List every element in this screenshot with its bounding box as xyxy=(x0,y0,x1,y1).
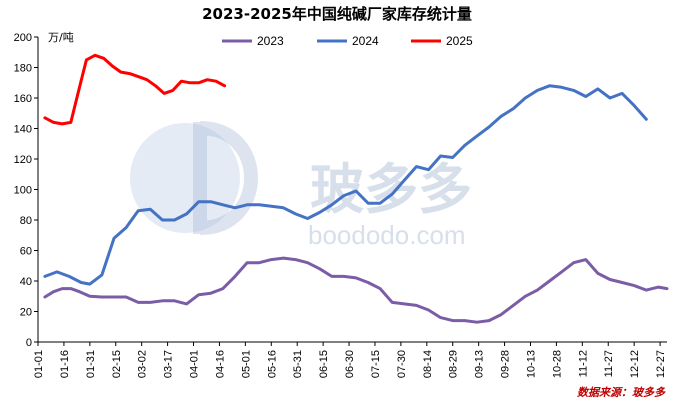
x-tick-label: 07-30 xyxy=(396,350,408,378)
x-tick-label: 07-15 xyxy=(370,350,382,378)
x-tick-label: 10-28 xyxy=(551,350,563,378)
y-tick-label: 160 xyxy=(14,93,32,105)
series-line-2023 xyxy=(43,256,669,324)
y-tick-label: 180 xyxy=(14,63,32,75)
legend-item-2023: 2023 xyxy=(222,34,284,48)
legend: 2023 2024 2025 xyxy=(222,34,473,48)
x-tick-label: 12-27 xyxy=(655,350,667,378)
x-tick-label: 03-02 xyxy=(137,350,149,378)
y-tick-label: 100 xyxy=(14,185,32,197)
y-tick-label: 0 xyxy=(26,337,32,349)
x-tick-label: 08-14 xyxy=(422,350,434,378)
y-tick-label: 60 xyxy=(20,246,32,258)
x-tick-label: 06-15 xyxy=(318,350,330,378)
y-tick-label: 20 xyxy=(20,307,32,319)
x-tick-label: 02-15 xyxy=(111,350,123,378)
y-tick-label: 140 xyxy=(14,124,32,136)
series-line-2024 xyxy=(43,84,648,286)
legend-label: 2024 xyxy=(352,34,379,48)
x-tick-label: 09-13 xyxy=(474,350,486,378)
x-tick-label: 01-16 xyxy=(59,350,71,378)
x-tick-label: 11-12 xyxy=(577,350,589,377)
x-tick-label: 04-16 xyxy=(214,350,226,378)
y-tick-label: 40 xyxy=(20,276,32,288)
x-tick-label: 12-12 xyxy=(629,350,641,378)
x-tick-label: 08-29 xyxy=(448,350,460,378)
watermark-url: boododo.com xyxy=(308,220,466,250)
x-tick-label: 03-17 xyxy=(163,350,175,378)
x-tick-label: 05-16 xyxy=(266,350,278,378)
chart-title: 2023-2025年中国纯碱厂家库存统计量 xyxy=(202,5,472,23)
x-tick-label: 11-27 xyxy=(603,350,615,377)
legend-label: 2023 xyxy=(257,34,284,48)
x-tick-label: 01-31 xyxy=(85,350,97,378)
legend-item-2024: 2024 xyxy=(317,34,379,48)
legend-label: 2025 xyxy=(446,34,473,48)
y-tick-label: 80 xyxy=(20,215,32,227)
watermark-logo-icon xyxy=(130,123,240,233)
series-group xyxy=(43,53,669,324)
x-tick-label: 01-01 xyxy=(33,350,45,378)
series-line-2025 xyxy=(43,53,227,126)
x-tick-label: 05-31 xyxy=(292,350,304,378)
y-axis: 0 20 40 60 80 100 120 140 160 180 200 xyxy=(14,32,39,349)
watermark-cn: 玻多多 xyxy=(310,158,472,221)
x-axis: 01-01 01-16 01-31 02-15 03-02 03-17 04-01 04-16… xyxy=(33,341,667,378)
unit-label: 万/吨 xyxy=(48,31,74,44)
x-tick-label: 09-28 xyxy=(500,350,512,378)
x-tick-label: 04-01 xyxy=(189,350,201,378)
x-tick-label: 05-01 xyxy=(240,350,252,378)
y-tick-label: 120 xyxy=(14,154,32,166)
y-tick-label: 200 xyxy=(14,32,32,44)
source-label: 数据来源：玻多多 xyxy=(577,386,666,399)
x-tick-label: 10-13 xyxy=(525,350,537,378)
legend-item-2025: 2025 xyxy=(411,34,473,48)
x-tick-label: 06-30 xyxy=(344,350,356,378)
watermark: 玻多多 boododo.com xyxy=(130,121,472,250)
